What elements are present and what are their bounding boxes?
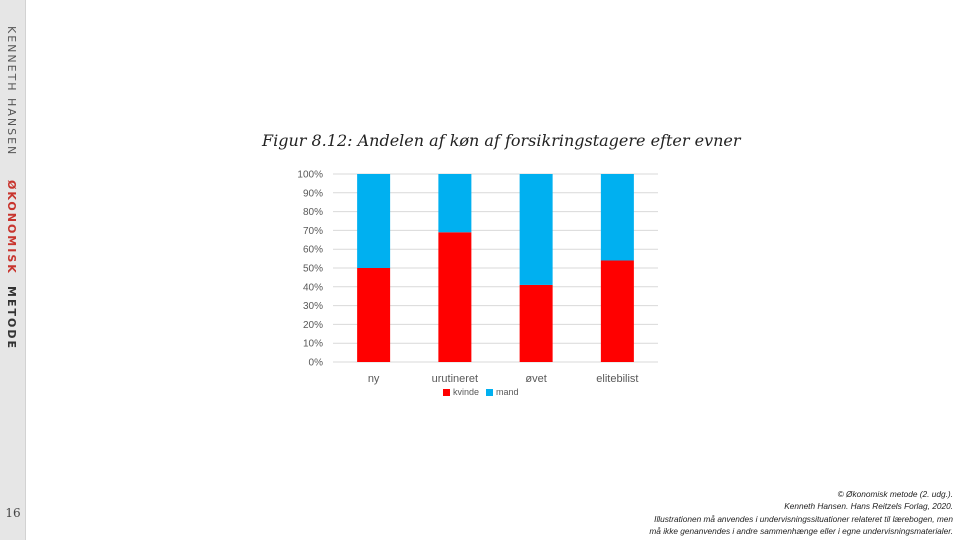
legend-swatch-mand [486, 389, 493, 396]
y-tick-label: 0% [309, 358, 324, 369]
bar-kvinde-urutineret [438, 232, 472, 362]
bar-kvinde-elitebilist [600, 260, 634, 362]
sidebar-brand: KENNETH HANSEN ØKONOMISK METODE [5, 26, 18, 350]
y-tick-label: 80% [303, 207, 323, 218]
legend-label-mand: mand [496, 387, 519, 397]
x-category-label: ny [368, 373, 380, 385]
stacked-bar-chart: 0% 10% 20% 30% 40% 50% 60% 70% 80% 90% 100% ny uruti… [297, 170, 658, 397]
bar-mand-urutineret [438, 174, 472, 233]
brand-word-metode: METODE [5, 286, 18, 350]
y-tick-label: 100% [297, 170, 323, 181]
bar-kvinde-øvet [519, 284, 553, 362]
copyright-line: Kenneth Hansen. Hans Reitzels Forlag, 20… [784, 501, 953, 512]
y-tick-label: 60% [303, 245, 323, 256]
y-tick-label: 40% [303, 282, 323, 293]
y-tick-label: 50% [303, 264, 323, 275]
copyright-line: må ikke genanvendes i andre sammenhænge … [649, 525, 953, 536]
chart-title: Figur 8.12: Andelen af køn af forsikring… [262, 131, 741, 150]
author-name: KENNETH HANSEN [5, 26, 18, 157]
brand-word-okonomisk: ØKONOMISK [5, 179, 18, 275]
x-category-label: urutineret [432, 373, 478, 385]
legend-label-kvinde: kvinde [453, 387, 479, 397]
legend-swatch-kvinde [443, 389, 450, 396]
copyright-line: © Økonomisk metode (2. udg.). [837, 489, 953, 499]
x-category-label: øvet [525, 373, 546, 385]
bar-kvinde-ny [357, 268, 391, 362]
bar-mand-elitebilist [600, 174, 634, 261]
page-number: 16 [5, 506, 21, 520]
y-tick-label: 90% [303, 188, 323, 199]
bar-mand-ny [357, 174, 391, 268]
y-tick-label: 20% [303, 320, 323, 331]
y-tick-label: 70% [303, 226, 323, 237]
y-tick-label: 10% [303, 339, 323, 350]
y-tick-label: 30% [303, 301, 323, 312]
copyright-line: Illustrationen må anvendes i undervisnin… [654, 513, 953, 524]
copyright-notice: © Økonomisk metode (2. udg.). Kenneth Ha… [649, 488, 953, 537]
x-category-label: elitebilist [596, 373, 638, 385]
bar-mand-øvet [519, 174, 553, 285]
sidebar: KENNETH HANSEN ØKONOMISK METODE 16 [0, 0, 26, 540]
